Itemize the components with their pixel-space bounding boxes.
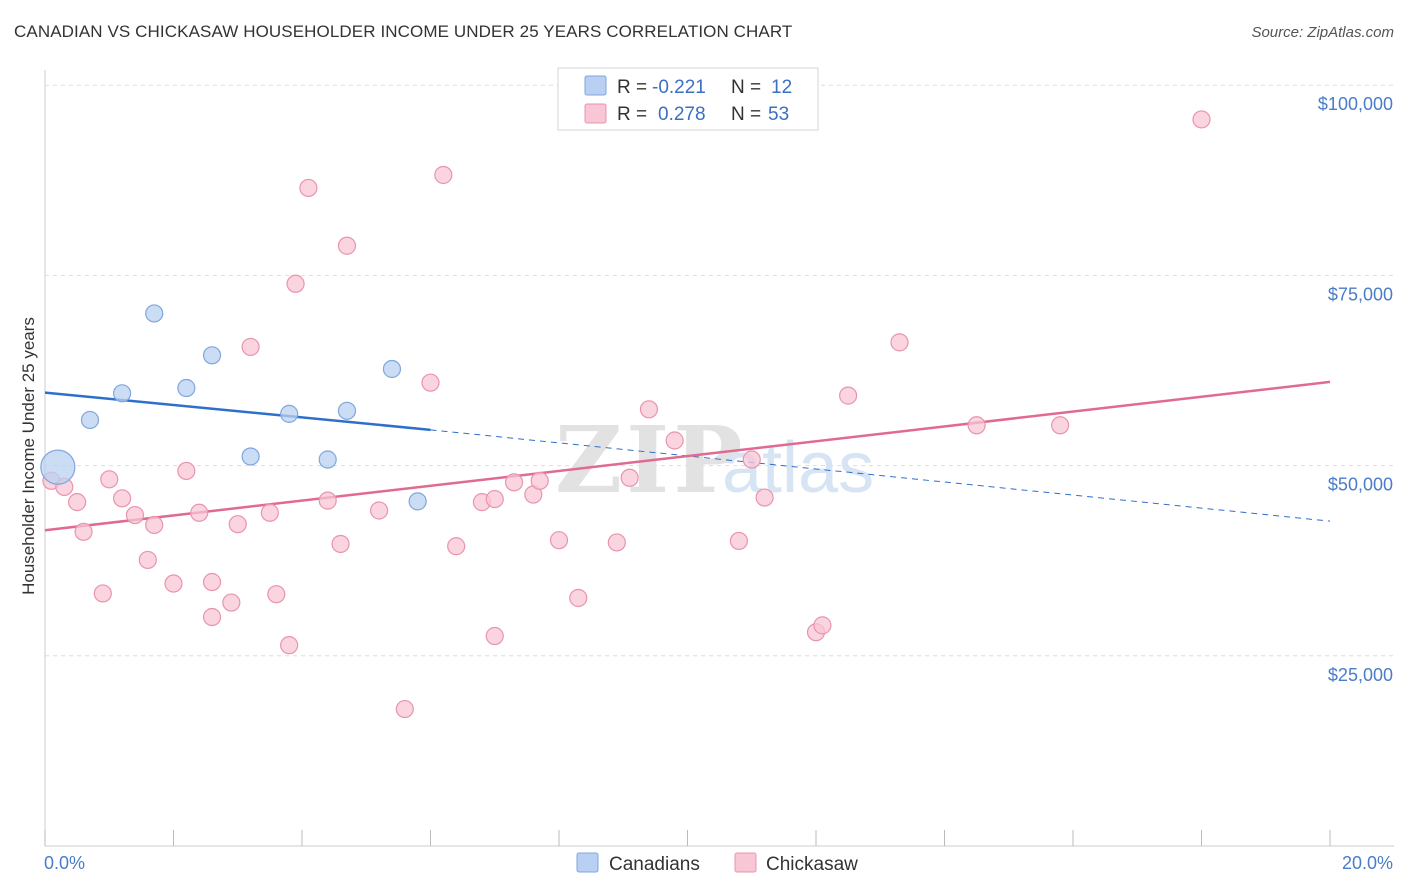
point-chickasaw-34 xyxy=(504,473,524,492)
point-chickasaw-43 xyxy=(729,531,749,551)
stats-n-value-chickasaw: 53 xyxy=(768,104,789,125)
point-canadians-5 xyxy=(202,346,222,365)
point-chickasaw-29 xyxy=(434,165,453,185)
point-chickasaw-37 xyxy=(549,531,569,550)
y-axis-title: Householder Income Under 25 years xyxy=(19,317,38,595)
chart-title: CANADIAN VS CHICKASAW HOUSEHOLDER INCOME… xyxy=(14,22,793,41)
stats-n-label-chickasaw: N = xyxy=(731,104,761,125)
point-chickasaw-2 xyxy=(68,493,87,512)
x-tick-label-max: 20.0% xyxy=(1342,853,1393,873)
x-tick-label-min: 0.0% xyxy=(44,853,85,873)
point-chickasaw-25 xyxy=(337,236,357,255)
series-legend: Canadians Chickasaw xyxy=(576,852,858,875)
stats-r-label-canadians: R = xyxy=(617,77,647,98)
stats-legend: R = -0.221 N = 12 R = 0.278 N = 53 xyxy=(557,67,819,131)
point-chickasaw-48 xyxy=(839,386,858,405)
stats-r-label-chickasaw: R = xyxy=(617,104,647,125)
y-tick-label-3: $100,000 xyxy=(1318,94,1393,114)
y-tick-label-2: $75,000 xyxy=(1328,284,1393,304)
y-tick-labels: $25,000 $50,000 $75,000 $100,000 xyxy=(1318,94,1393,685)
point-chickasaw-32 xyxy=(485,489,504,509)
point-chickasaw-39 xyxy=(607,533,626,552)
point-chickasaw-19 xyxy=(267,585,286,604)
point-chickasaw-38 xyxy=(569,588,588,608)
point-chickasaw-49 xyxy=(890,333,909,352)
legend-label-chickasaw: Chickasaw xyxy=(766,854,858,875)
point-canadians-9 xyxy=(337,401,357,420)
point-chickasaw-14 xyxy=(202,572,222,592)
point-chickasaw-21 xyxy=(286,274,305,293)
point-chickasaw-47 xyxy=(813,616,832,635)
point-canadians-11 xyxy=(408,492,427,511)
stats-legend-swatch-chickasaw xyxy=(584,103,607,124)
trend-extension-canadians xyxy=(430,429,1331,522)
point-chickasaw-44 xyxy=(742,450,761,469)
point-chickasaw-6 xyxy=(112,489,132,508)
point-chickasaw-26 xyxy=(370,501,389,520)
point-canadians-0 xyxy=(40,449,76,485)
legend-label-canadians: Canadians xyxy=(609,854,700,875)
watermark: ZIP atlas xyxy=(555,406,874,514)
point-chickasaw-20 xyxy=(280,636,299,655)
stats-r-value-canadians: -0.221 xyxy=(652,77,706,98)
point-chickasaw-24 xyxy=(331,534,350,554)
point-canadians-4 xyxy=(177,378,196,398)
y-tick-label-1: $50,000 xyxy=(1328,475,1393,495)
point-chickasaw-17 xyxy=(241,337,260,357)
point-chickasaw-18 xyxy=(260,503,279,522)
point-chickasaw-3 xyxy=(74,522,93,541)
point-canadians-2 xyxy=(112,384,132,403)
point-chickasaw-11 xyxy=(177,461,196,481)
point-chickasaw-12 xyxy=(190,503,209,522)
point-chickasaw-10 xyxy=(164,574,183,593)
point-chickasaw-16 xyxy=(228,515,247,534)
point-canadians-10 xyxy=(382,359,402,379)
point-chickasaw-13 xyxy=(202,607,222,627)
point-canadians-8 xyxy=(318,450,337,469)
stats-n-label-canadians: N = xyxy=(731,77,761,98)
point-chickasaw-51 xyxy=(1051,416,1070,435)
point-chickasaw-5 xyxy=(100,470,119,489)
point-chickasaw-8 xyxy=(138,550,157,570)
watermark-atlas: atlas xyxy=(722,428,874,508)
stats-r-value-chickasaw: 0.278 xyxy=(658,104,706,125)
point-chickasaw-7 xyxy=(125,505,145,525)
source-credit: Source: ZipAtlas.com xyxy=(1251,24,1394,41)
x-ticks xyxy=(44,830,1331,846)
point-canadians-7 xyxy=(280,404,299,423)
point-chickasaw-30 xyxy=(447,537,466,556)
point-chickasaw-41 xyxy=(639,400,659,419)
point-chickasaw-28 xyxy=(421,373,440,392)
point-canadians-6 xyxy=(241,447,260,466)
point-chickasaw-4 xyxy=(93,584,112,603)
trend-line-chickasaw xyxy=(44,380,1331,532)
point-chickasaw-23 xyxy=(318,491,337,510)
point-chickasaw-9 xyxy=(145,515,164,535)
point-canadians-1 xyxy=(80,410,100,430)
point-chickasaw-45 xyxy=(755,488,774,507)
trend-lines xyxy=(44,380,1331,532)
trend-line-canadians xyxy=(44,391,431,432)
stats-n-value-canadians: 12 xyxy=(771,77,792,98)
gridlines xyxy=(45,84,1394,657)
point-canadians-3 xyxy=(145,304,164,323)
point-chickasaw-42 xyxy=(665,431,684,450)
point-chickasaw-15 xyxy=(222,593,241,612)
point-chickasaw-22 xyxy=(299,178,318,198)
point-chickasaw-40 xyxy=(620,468,639,487)
stats-legend-swatch-canadians xyxy=(584,75,607,96)
point-chickasaw-50 xyxy=(967,416,986,435)
point-chickasaw-52 xyxy=(1192,110,1211,129)
legend-swatch-chickasaw xyxy=(734,852,757,873)
point-chickasaw-27 xyxy=(395,699,414,719)
data-points xyxy=(40,110,1211,719)
point-chickasaw-36 xyxy=(530,471,549,490)
legend-swatch-canadians xyxy=(576,852,599,873)
point-chickasaw-33 xyxy=(485,626,504,646)
y-tick-label-0: $25,000 xyxy=(1328,665,1393,685)
